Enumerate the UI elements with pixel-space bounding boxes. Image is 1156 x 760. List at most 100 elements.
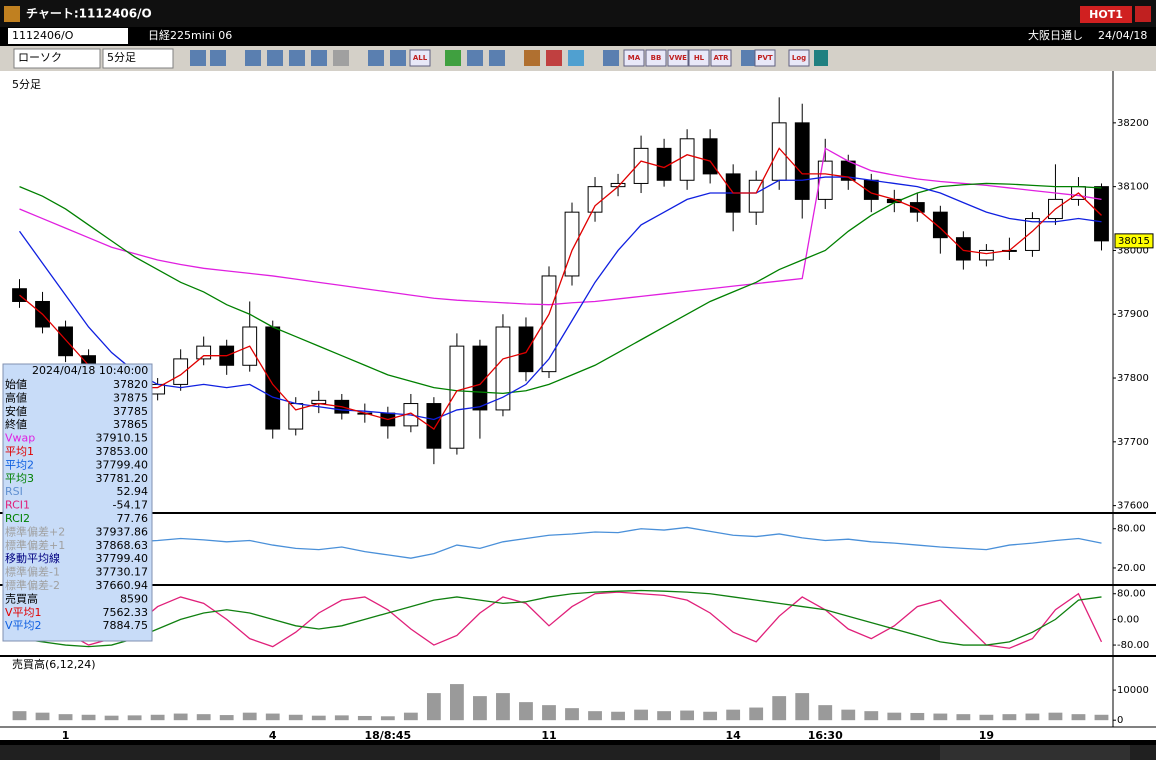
volume-bar [795, 693, 810, 721]
y-tick-label: 37700 [1117, 437, 1149, 448]
volume-bar [104, 715, 119, 721]
candle-body [265, 326, 281, 430]
candle-body [472, 345, 488, 411]
panel-title: 売買高(6,12,24) [12, 657, 96, 671]
volume-bar [565, 708, 579, 721]
volume-bar [1025, 713, 1040, 721]
volume-bar [219, 715, 234, 721]
toolbar-button[interactable] [409, 49, 431, 67]
y-tick-label: 37600 [1117, 501, 1149, 512]
volume-bar [380, 716, 395, 721]
candle-body [633, 147, 649, 184]
info-value: 37785 [113, 405, 148, 418]
volume-bar [35, 712, 50, 721]
info-label: V平均2 [5, 619, 42, 632]
instrument-name: 日経225mini 06 [148, 29, 232, 42]
toolbar-button-label[interactable]: VWE [669, 54, 687, 62]
toolbar-button-label[interactable]: Log [792, 54, 806, 62]
volume-bar [542, 705, 556, 721]
y-tick-label: 80.00 [1117, 589, 1146, 600]
volume-bar [887, 712, 902, 721]
symbol-box[interactable] [8, 28, 128, 44]
candle-body [1094, 186, 1109, 242]
info-value: 37910.15 [96, 432, 149, 445]
close-button[interactable] [1135, 6, 1151, 22]
hot-badge[interactable] [1080, 6, 1132, 23]
x-tick-label: 18/8:45 [365, 729, 412, 742]
indicator-line [19, 526, 1102, 559]
y-tick-label: 0.00 [1117, 614, 1139, 625]
info-value: 37660.94 [96, 579, 149, 592]
x-tick-label: 14 [726, 729, 742, 742]
volume-bar [749, 707, 764, 721]
info-label: Vwap [5, 432, 35, 445]
indicator-line [19, 147, 1102, 306]
volume-bar [703, 711, 718, 721]
volume-bar [956, 714, 971, 721]
volume-bar [634, 709, 648, 721]
toolbar-button-label[interactable]: BB [651, 54, 662, 62]
toolbar-button[interactable] [710, 49, 732, 67]
info-panel: 2024/04/18 10:40:00 始値 37820 高値 37875 安値 3778… [2, 363, 153, 642]
hot-badge-text[interactable]: HOT1 [1089, 8, 1123, 21]
toolbar-button-label[interactable]: ALL [413, 54, 428, 62]
symbol[interactable]: 1112406/O [12, 29, 74, 42]
volume-bar [403, 712, 418, 721]
toolbar-button-label[interactable]: PVT [757, 54, 773, 62]
toolbar-button-label[interactable]: HL [694, 54, 705, 62]
toolbar-button[interactable] [754, 49, 776, 67]
candle-body [449, 345, 465, 449]
volume-bar [450, 684, 464, 721]
toolbar-button-label[interactable]: ATR [713, 54, 729, 62]
interval-select[interactable] [102, 48, 174, 69]
candle-body [748, 179, 764, 213]
scrollbar[interactable] [0, 745, 1156, 760]
toolbar-button[interactable] [688, 49, 710, 67]
last-price-box [1114, 233, 1154, 249]
info-label: 終値 [5, 417, 27, 431]
last-price: 38015 [1118, 236, 1150, 247]
info-label: 平均2 [5, 458, 34, 471]
scroll-thumb[interactable] [940, 745, 1130, 760]
info-label: 移動平均線 [5, 551, 60, 565]
candle-body [817, 160, 833, 200]
style-select[interactable] [13, 48, 101, 69]
info-value: 77.76 [117, 512, 149, 525]
style-select-text[interactable]: ローソク [18, 51, 62, 64]
y-tick-label: -80.00 [1117, 640, 1149, 651]
info-bar [0, 27, 1156, 46]
volume-bar [933, 713, 948, 721]
toolbar-button-label[interactable]: MA [628, 54, 641, 62]
info-label: 標準偏差+1 [5, 538, 65, 552]
volume-bar [1094, 714, 1109, 721]
toolbar-button[interactable] [667, 49, 689, 67]
info-timestamp: 2024/04/18 10:40:00 [32, 364, 148, 377]
volume-bar [680, 710, 695, 721]
candle-body [909, 202, 925, 213]
toolbar-icons[interactable] [190, 50, 828, 66]
candle-body [426, 403, 442, 449]
y-tick-label: 80.00 [1117, 524, 1146, 535]
info-label: 始値 [5, 377, 27, 391]
candle-body [564, 211, 580, 277]
volume-bar [58, 714, 73, 721]
volume-bar [150, 714, 165, 721]
toolbar-button[interactable] [645, 49, 667, 67]
volume-bar [127, 715, 142, 721]
volume-bar [864, 711, 879, 721]
volume-bar [265, 713, 280, 721]
indicator-line [19, 591, 1103, 649]
interval-select-text[interactable]: 5分足 [107, 51, 136, 64]
candle-body [58, 326, 73, 357]
y-tick-label: 20.00 [1117, 563, 1146, 574]
info-label: 平均3 [5, 472, 34, 485]
info-bg [2, 363, 153, 642]
toolbar-button[interactable] [788, 49, 810, 67]
info-label: 標準偏差+2 [5, 524, 65, 538]
candle-body [173, 358, 189, 385]
volume-bar [588, 711, 602, 721]
candle-body [587, 186, 603, 213]
toolbar-button[interactable] [623, 49, 645, 67]
x-tick-label: 16:30 [808, 729, 843, 742]
volume-bar [473, 696, 487, 721]
